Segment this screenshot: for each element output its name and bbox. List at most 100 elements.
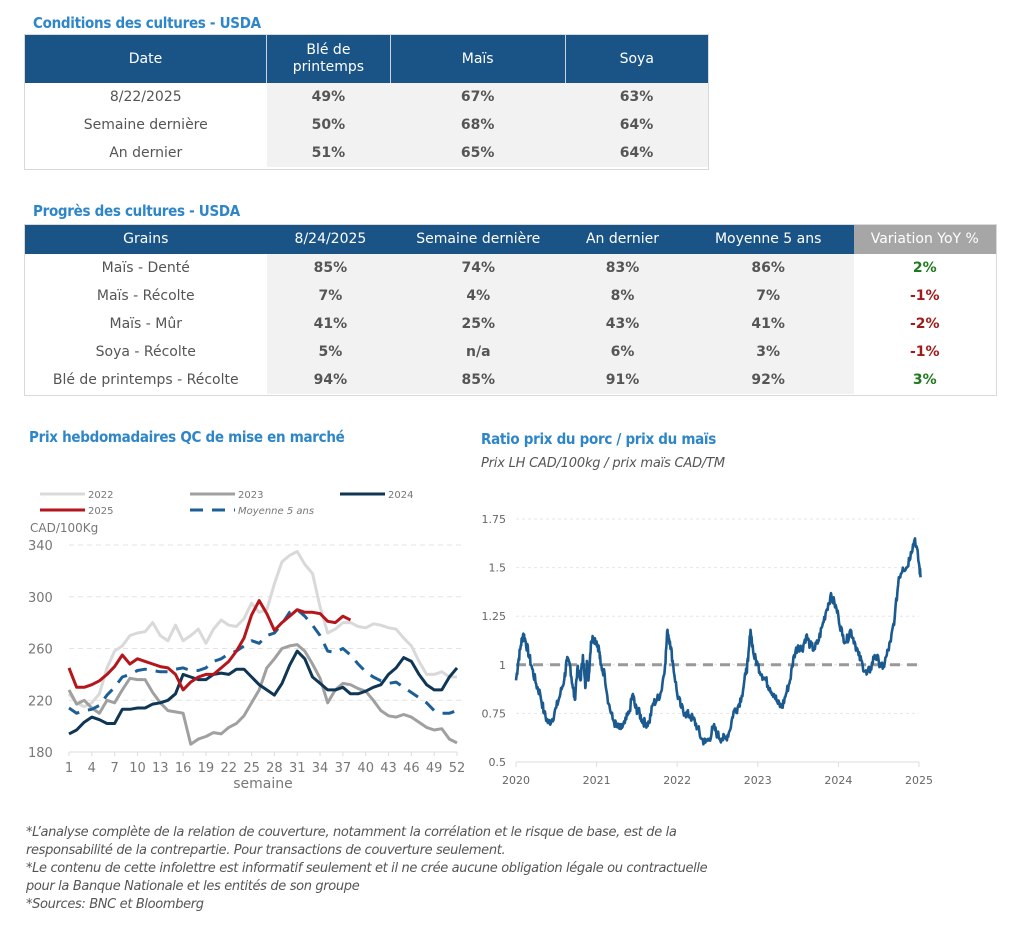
progress-title: Progrès des cultures - USDA [33, 202, 240, 220]
x-tick-label: 19 [198, 761, 215, 776]
weekly-prices-chart: 2022 2023 2024 2025 Moyenne 5 ans CAD/100Kg 18… [28, 490, 465, 792]
progress-header-last-year: An dernier [562, 225, 683, 254]
series-line-2024 [68, 649, 459, 736]
row-label: Maïs - Récolte [25, 282, 267, 310]
cell-value: 7% [266, 282, 395, 310]
ratio-chart: 0.5 0.75 1 1.25 1.5 1.75 2020 2021 2022 2023 2024 2… [482, 513, 934, 787]
y-axis-label: CAD/100Kg [30, 521, 98, 535]
cell-value: 41% [682, 310, 854, 338]
x-axis-label: semaine [233, 776, 293, 792]
x-tick-label: 2020 [502, 774, 530, 787]
weekly-prices-title: Prix hebdomadaires QC de mise en marché [29, 428, 345, 446]
progress-row: Maïs - Mûr 41% 25% 43% 41% -2% [25, 310, 996, 338]
legend-item: 2025 [40, 506, 113, 517]
conditions-header-soy: Soya [564, 35, 708, 83]
conditions-table-border [24, 34, 709, 170]
cell-value: 63% [565, 83, 708, 111]
x-tick-label: 2021 [583, 774, 611, 787]
progress-table: Grains 8/24/2025 Semaine dernière An der… [25, 225, 996, 394]
cell-value: 51% [266, 139, 391, 167]
x-tick-label: 4 [88, 761, 96, 776]
y-tick-label: 1.75 [482, 513, 507, 526]
legend-item: Moyenne 5 ans [190, 506, 314, 517]
conditions-header-corn: Maïs [389, 35, 565, 83]
progress-table-border [24, 224, 997, 396]
footer-notes: *L’analyse complète de la relation de co… [26, 824, 708, 914]
x-tick-label: 46 [403, 761, 420, 776]
legend-item: 2022 [40, 490, 113, 501]
legend-item: 2023 [190, 490, 263, 501]
y-tick-label: 0.5 [489, 756, 507, 769]
x-tick-label: 28 [266, 761, 283, 776]
conditions-row: An dernier 51% 65% 64% [25, 139, 708, 167]
ratio-chart-title: Ratio prix du porc / prix du maïs [481, 430, 716, 448]
conditions-title: Conditions des cultures - USDA [33, 14, 261, 32]
series-line-2023 [67, 643, 458, 746]
progress-row: Maïs - Récolte 7% 4% 8% 7% -1% [25, 282, 996, 310]
series-line-2025 [67, 599, 352, 692]
legend-label: 2023 [238, 490, 263, 501]
cell-value: 68% [390, 111, 565, 139]
cell-value: 94% [266, 366, 395, 394]
conditions-header-date: Date [25, 35, 267, 83]
cell-value: 43% [562, 310, 683, 338]
y-tick-label: 340 [28, 539, 53, 554]
progress-row: Soya - Récolte 5% n/a 6% 3% -1% [25, 338, 996, 366]
progress-header-date: 8/24/2025 [266, 225, 395, 254]
footer-line: responsabilité de la contrepartie. Pour … [26, 843, 506, 858]
progress-header-yoy: Variation YoY % [853, 225, 996, 254]
cell-value: 7% [682, 282, 854, 310]
yoy-value: -1% [853, 282, 996, 310]
cell-value: 92% [682, 366, 854, 394]
row-label: Soya - Récolte [25, 338, 267, 366]
cell-value: 3% [682, 338, 854, 366]
x-tick-label: 7 [111, 761, 119, 776]
footer-line: *Sources: BNC et Bloomberg [26, 897, 204, 912]
conditions-row: Semaine dernière 50% 68% 64% [25, 111, 708, 139]
progress-header-row: Grains 8/24/2025 Semaine dernière An der… [25, 225, 996, 254]
cell-value: 4% [394, 282, 563, 310]
conditions-table: Date Blé de printemps Maïs Soya 8/22/2025… [25, 35, 708, 167]
y-tick-label: 260 [28, 643, 53, 658]
footer-line: pour la Banque Nationale et les entités … [26, 879, 360, 894]
cell-value: 74% [394, 254, 563, 282]
x-tick-label: 2025 [905, 774, 933, 787]
x-tick-label: 16 [175, 761, 192, 776]
cell-value: 83% [562, 254, 683, 282]
legend-label: 2024 [388, 490, 413, 501]
x-tick-label: 37 [335, 761, 352, 776]
progress-header-last-week: Semaine dernière [394, 225, 563, 254]
conditions-row: 8/22/2025 49% 67% 63% [25, 83, 708, 111]
x-tick-label: 2024 [824, 774, 852, 787]
x-tick-label: 13 [152, 761, 169, 776]
row-label: 8/22/2025 [25, 83, 267, 111]
row-label: Maïs - Denté [25, 254, 267, 282]
cell-value: 85% [266, 254, 395, 282]
y-tick-label: 0.75 [482, 707, 507, 720]
yoy-value: -2% [853, 310, 996, 338]
legend-label: 2022 [88, 490, 113, 501]
yoy-value: 2% [853, 254, 996, 282]
series-line-moyenne-5-ans [68, 608, 458, 715]
cell-value: 64% [565, 111, 708, 139]
series-line-2022 [67, 550, 457, 709]
cell-value: 64% [565, 139, 708, 167]
y-tick-label: 1.25 [482, 610, 507, 623]
y-tick-label: 300 [28, 591, 53, 606]
cell-value: 49% [266, 83, 391, 111]
row-label: An dernier [25, 139, 267, 167]
y-tick-label: 1 [499, 659, 506, 672]
conditions-header-row: Date Blé de printemps Maïs Soya [25, 35, 708, 83]
x-tick-label: 25 [243, 761, 260, 776]
progress-row: Blé de printemps - Récolte 94% 85% 91% 92% 3% [25, 366, 996, 394]
cell-value: 91% [562, 366, 683, 394]
cell-value: 8% [562, 282, 683, 310]
footer-line: *Le contenu de cette infolettre est info… [26, 861, 708, 876]
x-tick-label: 31 [289, 761, 306, 776]
cell-value: 85% [394, 366, 563, 394]
x-tick-label: 49 [426, 761, 443, 776]
progress-header-5yr-avg: Moyenne 5 ans [682, 225, 854, 254]
legend-label: 2025 [88, 506, 113, 517]
cell-value: 86% [682, 254, 854, 282]
row-label: Semaine dernière [25, 111, 267, 139]
